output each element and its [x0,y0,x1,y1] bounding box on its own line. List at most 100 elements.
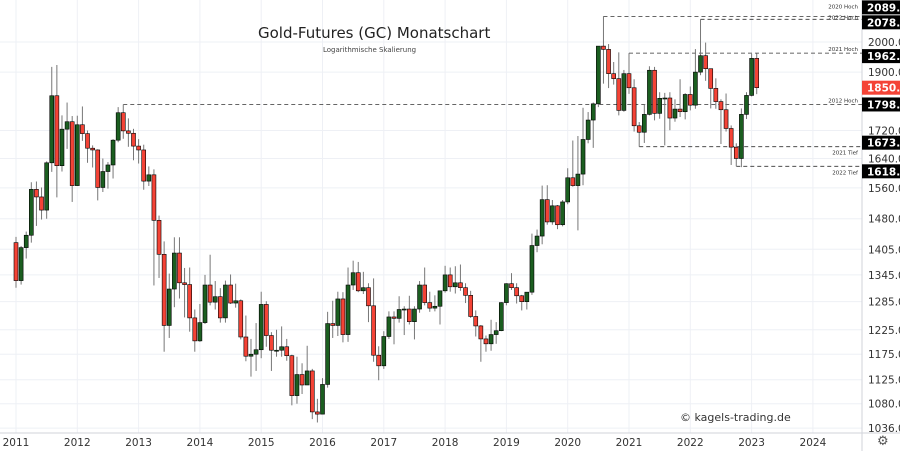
candle [335,291,341,337]
candle [524,291,530,310]
candle-body [34,189,39,198]
candle [269,332,274,371]
candle-body [596,45,601,105]
candle [560,200,565,227]
candle [376,346,381,381]
candle [391,311,397,345]
candle-body [75,124,80,186]
candle-body [218,296,223,319]
time-tick-label: 2013 [125,437,152,449]
candle [407,295,412,325]
candle-body [611,73,616,79]
candle-body [376,354,381,367]
candle [151,169,157,286]
candle [611,62,616,85]
candle [422,267,427,306]
candle [136,139,141,164]
candle-body [468,295,473,317]
candle [197,303,203,342]
candle-body [453,282,458,288]
candle [718,99,724,144]
candle [498,302,504,332]
time-tick-label: 2019 [493,437,520,449]
candle-body [274,349,279,352]
candle [49,66,55,172]
candle-body [309,370,315,413]
price-tick-label: 2000.0 [868,37,900,49]
candle [733,143,739,167]
candle [44,161,49,219]
candle [427,291,433,312]
candle [141,144,147,190]
candle-body [146,174,152,182]
candle-body [248,353,254,357]
candle-body [483,338,489,345]
level-price-badge [862,49,900,64]
candle [580,107,586,186]
candle [570,140,576,187]
candle [478,324,484,362]
candle [253,323,259,371]
candle-body [253,349,259,355]
candle-body [23,234,29,248]
candle [274,329,279,357]
candle [447,267,453,292]
candle-body [560,201,565,226]
candle [596,45,601,108]
time-tick-label: 2023 [738,437,765,449]
level-price-text: 1618.3 [867,166,900,178]
candle-body [703,55,708,70]
candle [315,398,320,423]
candle-body [728,128,734,148]
candle-body [90,147,95,151]
candle-body [177,252,182,284]
candle-body [682,94,688,113]
candle [85,130,90,163]
price-tick-label: 1345.0 [868,270,900,282]
candle [54,65,60,198]
chart-title: Gold-Futures (GC) Monatschart [258,24,491,42]
candle-body [355,272,361,292]
candle [243,315,249,362]
level-label: 2021 Hoch [828,47,858,53]
candle-body [320,384,325,415]
candle [504,283,509,306]
price-tick-label: 1480.0 [868,214,900,226]
candle [483,335,489,352]
candle-body [44,162,49,211]
candle-body [49,95,55,164]
candle [708,68,714,109]
candle-body [570,177,576,186]
candle [64,102,70,149]
candle-body [412,308,417,322]
candle [539,185,545,245]
level-price-text: 1962.5 [867,51,900,63]
candle [59,115,65,172]
candle-body [299,374,305,386]
candle-body [432,305,438,309]
candle-body [616,78,622,111]
candle-body [626,73,632,89]
candle-body [754,58,760,88]
candle [202,274,208,325]
level-price-badge [862,15,900,30]
candle-body [442,274,448,292]
gear-icon[interactable]: ⚙ [877,434,889,449]
candle-body [427,302,433,309]
candle-body [279,346,284,351]
candle [555,205,560,230]
candle [473,310,479,337]
candle-body [422,284,427,303]
candle [146,166,152,186]
time-tick-label: 2016 [309,437,336,449]
candle-body [539,199,545,237]
candle [575,136,581,231]
candle-body [54,95,60,166]
candle-body [463,287,468,296]
last-price-badge [862,80,900,95]
candle [698,19,703,76]
candle-body [350,272,356,286]
candle-body [585,119,591,140]
candle-body [519,295,525,302]
